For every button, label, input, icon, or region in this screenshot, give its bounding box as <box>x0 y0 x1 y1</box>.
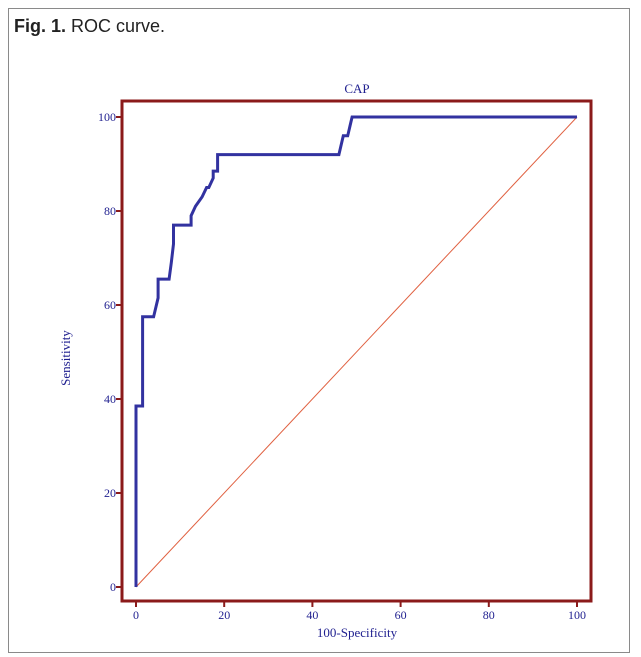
x-tick-label: 0 <box>133 608 139 622</box>
x-tick-label: 100 <box>568 608 586 622</box>
y-tick-label: 40 <box>104 392 116 406</box>
x-tick-label: 20 <box>218 608 230 622</box>
figure-caption-text: ROC curve. <box>71 16 166 36</box>
x-tick-label: 40 <box>306 608 318 622</box>
x-tick-label: 80 <box>483 608 495 622</box>
figure-label: Fig. 1. <box>14 16 67 36</box>
roc-curve <box>134 115 577 587</box>
diagonal-reference-line <box>135 116 578 588</box>
y-tick-label: 100 <box>98 110 116 124</box>
y-tick-label: 60 <box>104 298 116 312</box>
y-tick-label: 80 <box>104 204 116 218</box>
y-axis: 0 20 40 60 80 100 <box>98 110 122 594</box>
x-axis: 0 20 40 60 80 100 <box>133 601 586 622</box>
y-tick-label: 20 <box>104 486 116 500</box>
y-axis-label: Sensitivity <box>58 330 73 386</box>
chart-title: CAP <box>344 81 369 96</box>
x-tick-label: 60 <box>395 608 407 622</box>
plot-frame <box>120 99 593 603</box>
plot-area <box>120 99 593 603</box>
y-tick-label: 0 <box>110 580 116 594</box>
figure-caption: Fig. 1. ROC curve. <box>14 16 165 37</box>
x-axis-label: 100-Specificity <box>317 625 398 640</box>
